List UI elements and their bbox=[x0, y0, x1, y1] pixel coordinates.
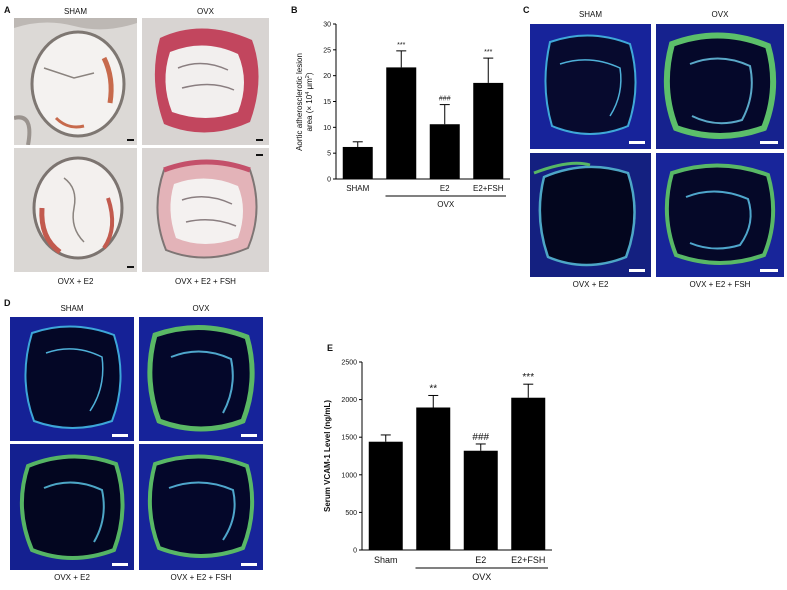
panel-e-ytick-label: 1500 bbox=[341, 435, 357, 442]
panel-a-image-ovx-e2 bbox=[14, 148, 137, 272]
panel-b-category-label: E2 bbox=[440, 184, 450, 193]
panel-b-ylabel-text: μm bbox=[305, 78, 314, 92]
panel-b-ytick-label: 30 bbox=[323, 21, 331, 28]
panel-a-image-ovx-e2-fsh bbox=[142, 148, 269, 272]
panel-e-significance-label: ### bbox=[472, 432, 489, 443]
panel-b-group-label: OVX bbox=[437, 200, 455, 209]
panel-c-image-ovx-e2 bbox=[530, 153, 651, 277]
panel-e-ylabel: Serum VCAM-1 Level (ng/mL) bbox=[323, 400, 332, 512]
panel-d-image-ovx-e2 bbox=[10, 444, 134, 570]
panel-b-ylabel-text: ) bbox=[305, 72, 314, 75]
panel-b-significance-label: *** bbox=[397, 42, 405, 49]
panel-b-bar bbox=[386, 67, 417, 179]
panel-a-image-sham bbox=[14, 18, 137, 145]
panel-e-ytick-label: 1000 bbox=[341, 472, 357, 479]
panel-b-category-label: E2+FSH bbox=[473, 184, 504, 193]
panel-b-significance-label: ### bbox=[439, 96, 451, 103]
panel-e-svg: 0 500 1000 1500 2000 2500 Sham ** ### E2 *** E2+FSH… bbox=[323, 359, 552, 582]
panel-b-ylabel-superscript: 2 bbox=[305, 75, 311, 78]
panel-b-ytick-label: 15 bbox=[323, 99, 331, 106]
panel-b-ytick-label: 20 bbox=[323, 73, 331, 80]
panel-e-ytick-label: 2000 bbox=[341, 397, 357, 404]
panel-b-ytick-label: 10 bbox=[323, 125, 331, 132]
panel-b-ylabel-line2: area (× 104 μm2) bbox=[305, 72, 314, 131]
panel-b-chart: 0 5 10 15 20 25 30 SHAM *** ### E2 *** E2+FSH OVX Aort… bbox=[288, 12, 516, 217]
panel-b-significance-label: *** bbox=[484, 49, 492, 56]
panel-d-image-ovx bbox=[139, 317, 263, 441]
panel-b-letter: B bbox=[291, 5, 298, 15]
panel-e-category-label: E2 bbox=[475, 555, 486, 565]
panel-c-image-ovx bbox=[656, 24, 784, 149]
panel-b-bar bbox=[342, 146, 373, 179]
panel-e-bar bbox=[416, 407, 451, 550]
panel-d-label-ovx-e2: OVX + E2 bbox=[54, 573, 90, 582]
panel-b-svg: 0 5 10 15 20 25 30 SHAM *** ### E2 *** E2+FSH OVX Aort… bbox=[295, 21, 510, 209]
panel-e-ytick-label: 2500 bbox=[341, 359, 357, 366]
panel-a-image-ovx bbox=[142, 18, 269, 145]
panel-c-image-ovx-e2-fsh bbox=[656, 153, 784, 277]
panel-c-image-sham bbox=[530, 24, 651, 149]
panel-a-label-sham: SHAM bbox=[63, 7, 88, 16]
panel-a-label-ovx-e2: OVX + E2 bbox=[57, 277, 94, 286]
panel-c-label-sham: SHAM bbox=[578, 10, 603, 19]
panel-e-bar bbox=[511, 397, 546, 550]
panel-e-ytick-label: 500 bbox=[345, 510, 357, 517]
panel-e-group-label: OVX bbox=[472, 572, 491, 582]
panel-a-label-ovx: OVX bbox=[197, 7, 214, 16]
panel-b-ylabel-line1: Aortic atherosclerotic lesion bbox=[295, 53, 304, 151]
panel-b-ylabel-superscript: 4 bbox=[305, 92, 311, 95]
panel-b-bar bbox=[429, 124, 460, 179]
panel-e-bar bbox=[368, 441, 403, 550]
panel-e-ytick-label: 0 bbox=[353, 547, 357, 554]
panel-c-label-ovx: OVX bbox=[711, 10, 729, 19]
panel-e-category-label: Sham bbox=[374, 555, 398, 565]
panel-a-letter: A bbox=[4, 5, 11, 15]
panel-b-ytick-label: 25 bbox=[323, 47, 331, 54]
panel-d-image-sham bbox=[10, 317, 134, 441]
panel-b-category-label: SHAM bbox=[346, 184, 369, 193]
panel-c-letter: C bbox=[523, 5, 530, 15]
panel-d-label-ovx-e2-fsh: OVX + E2 + FSH bbox=[170, 573, 232, 582]
panel-b-bar bbox=[473, 82, 504, 179]
panel-a-label-ovx-e2-fsh: OVX + E2 + FSH bbox=[175, 277, 236, 286]
panel-e-significance-label: ** bbox=[429, 383, 437, 394]
panel-e-letter: E bbox=[327, 343, 334, 353]
panel-c-label-ovx-e2: OVX + E2 bbox=[572, 280, 609, 289]
panel-b-ytick-label: 0 bbox=[327, 176, 331, 183]
panel-b-ytick-label: 5 bbox=[327, 151, 331, 158]
panel-e-bar bbox=[463, 450, 498, 550]
panel-d-label-sham: SHAM bbox=[60, 304, 84, 313]
panel-d-letter: D bbox=[4, 298, 11, 308]
panel-c-label-ovx-e2-fsh: OVX + E2 + FSH bbox=[689, 280, 751, 289]
panel-d-label-ovx: OVX bbox=[192, 304, 210, 313]
panel-e-chart: 0 500 1000 1500 2000 2500 Sham ** ### E2 *** E2+FSH… bbox=[320, 352, 570, 587]
panel-d-image-ovx-e2-fsh bbox=[139, 444, 263, 570]
panel-e-significance-label: *** bbox=[522, 372, 534, 383]
panel-e-category-label: E2+FSH bbox=[511, 555, 545, 565]
panel-b-ylabel-text: area (× 10 bbox=[305, 94, 314, 131]
